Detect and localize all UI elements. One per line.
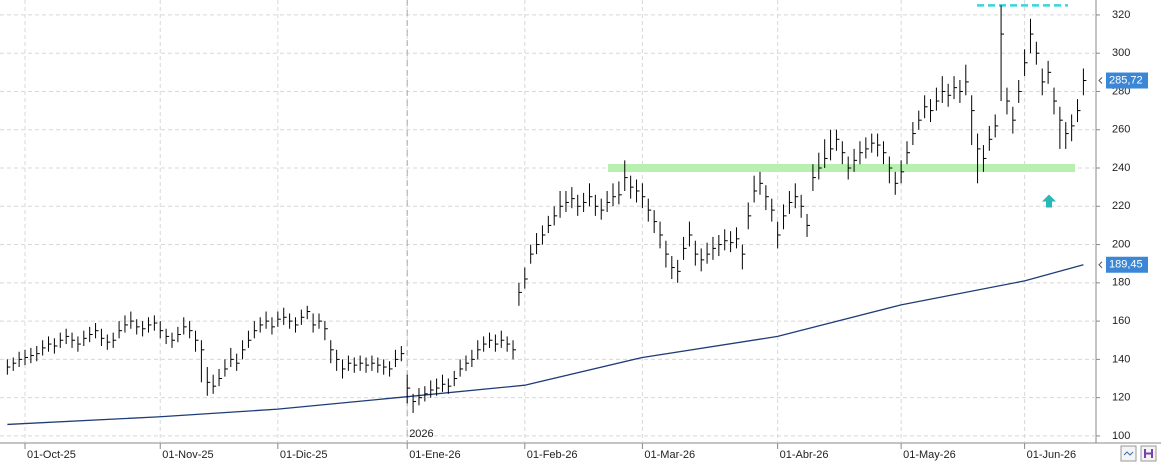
- price-pointer: [1098, 261, 1103, 269]
- y-tick-label: 200: [1112, 238, 1130, 250]
- x-tick-label: 01-Jun-26: [1027, 449, 1077, 461]
- y-tick-label: 300: [1112, 47, 1130, 59]
- y-tick-label: 180: [1112, 277, 1130, 289]
- support-band: [608, 164, 1075, 173]
- x-tick-label: 01-Abr-26: [780, 449, 829, 461]
- y-tick-label: 220: [1112, 200, 1130, 212]
- y-tick-label: 140: [1112, 353, 1130, 365]
- price-tag-label: 189,45: [1109, 259, 1143, 271]
- x-tick-label: 01-Oct-25: [27, 449, 76, 461]
- moving-average: [7, 264, 1084, 426]
- price-tag: [1106, 72, 1148, 89]
- price-tag-label: 285,72: [1109, 74, 1143, 86]
- toolbar-icon: [1123, 451, 1134, 456]
- x-tick-label: 01-Mar-26: [644, 449, 695, 461]
- y-tick-label: 160: [1112, 315, 1130, 327]
- y-tick-label: 260: [1112, 124, 1130, 136]
- x-tick-label: 01-Dic-25: [280, 449, 328, 461]
- x-tick-label: 01-Nov-25: [162, 449, 213, 461]
- x-tick-label: 01-Feb-26: [527, 449, 578, 461]
- y-tick-label: 120: [1112, 392, 1130, 404]
- y-tick-label: 240: [1112, 162, 1130, 174]
- price-tag: [1106, 256, 1148, 273]
- x-tick-label: 01-Ene-26: [409, 449, 460, 461]
- y-tick-label: 100: [1112, 430, 1130, 442]
- x-tick-label: 01-May-26: [903, 449, 956, 461]
- toolbar-icon: [1144, 449, 1153, 458]
- y-tick-label: 320: [1112, 9, 1130, 21]
- arrow: [1042, 194, 1056, 208]
- price-pointer: [1098, 77, 1103, 84]
- year-label: 2026: [409, 428, 433, 440]
